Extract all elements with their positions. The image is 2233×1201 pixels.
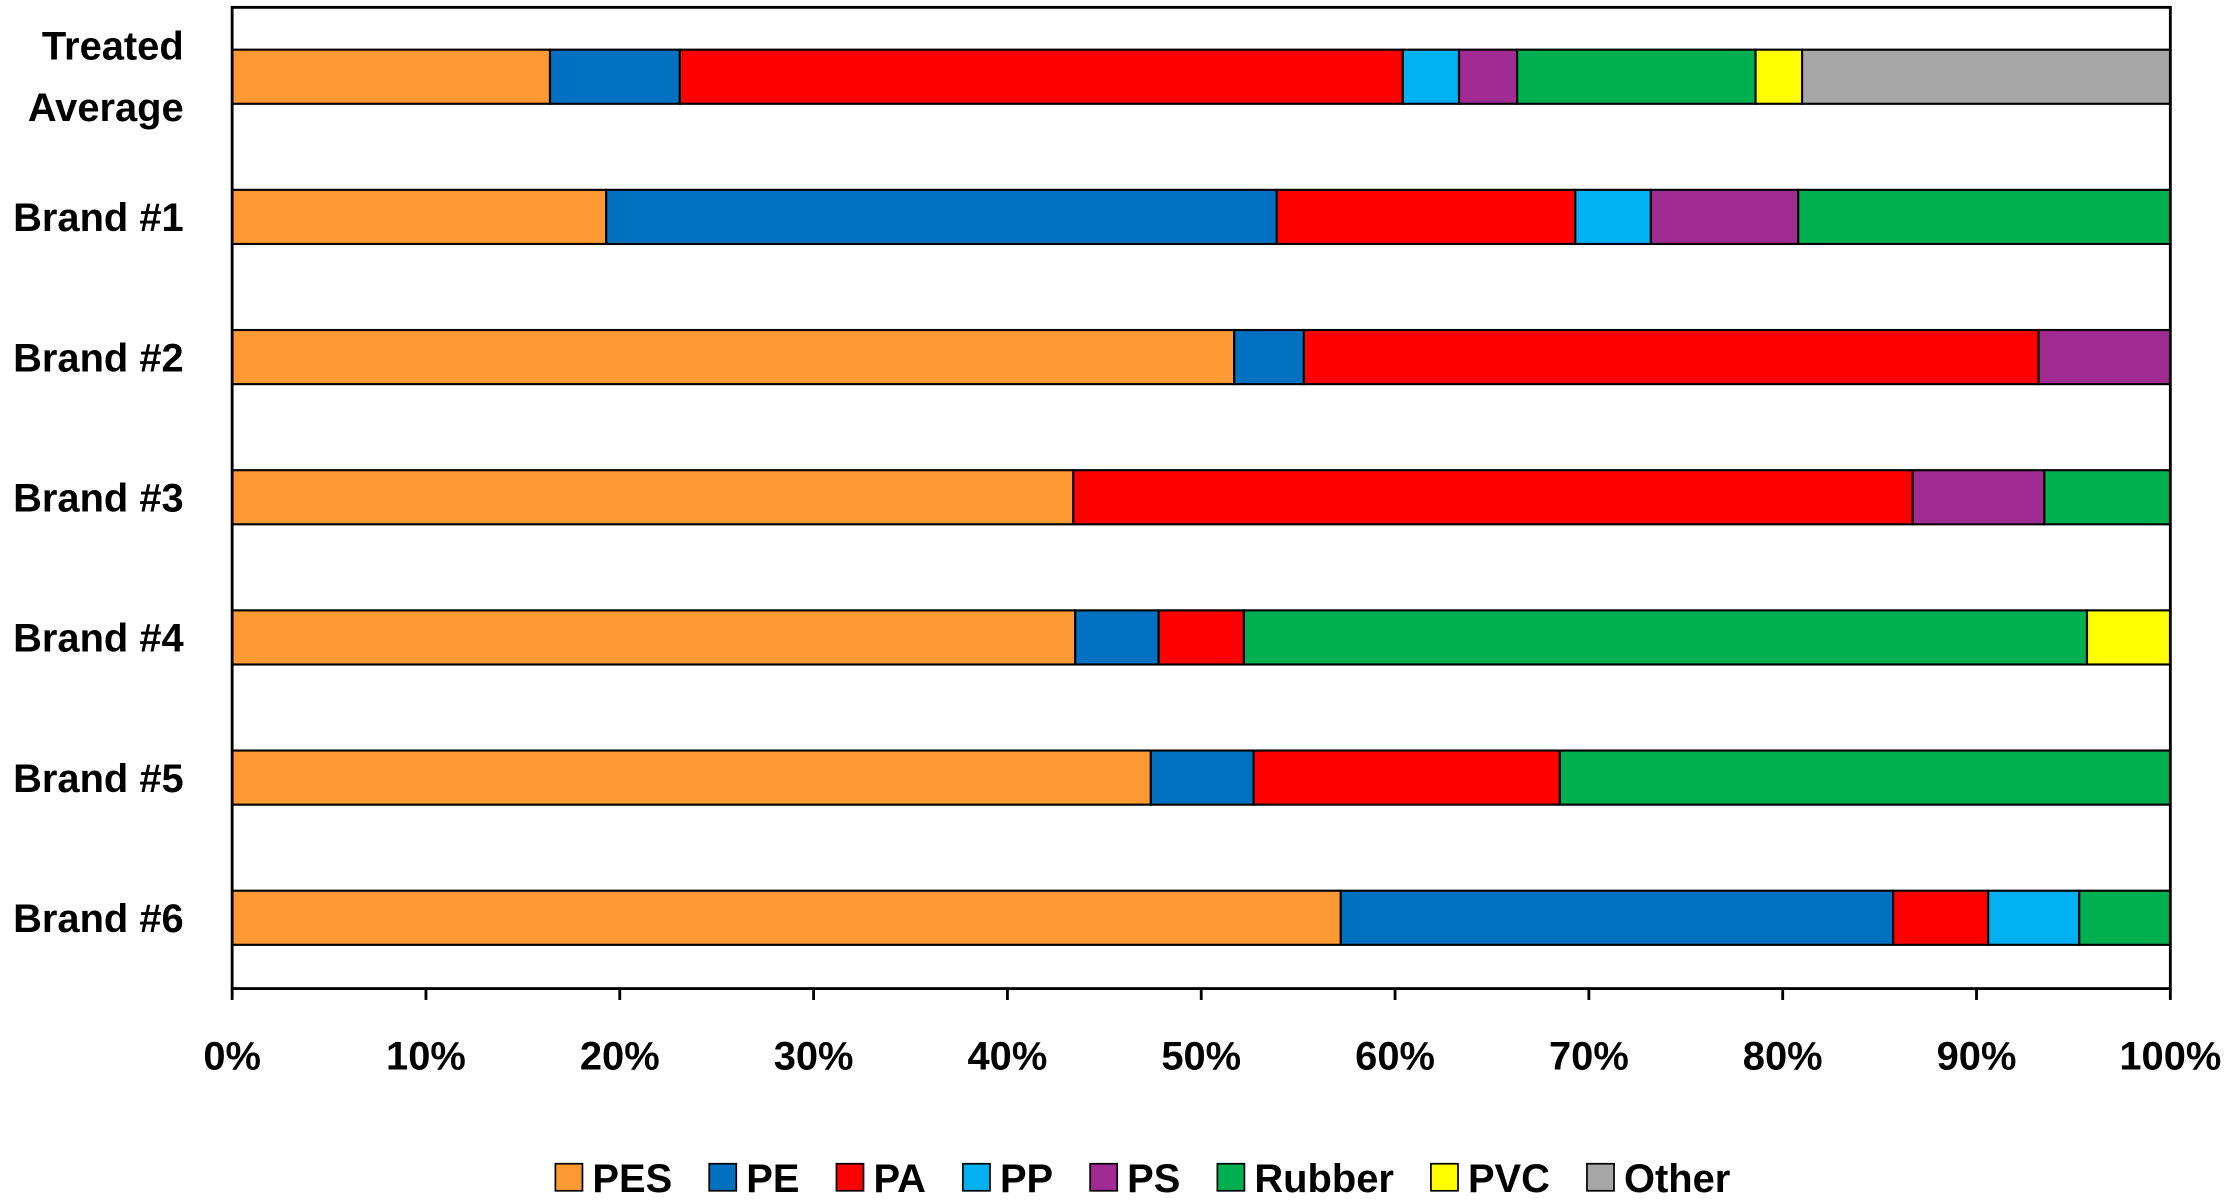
category-label-line: Treated [42, 25, 184, 69]
bar-segment-ps [2037, 328, 2172, 386]
bar-segment-pa [678, 48, 1404, 105]
legend-swatch-other [1586, 1162, 1615, 1192]
bar-segment-rubber [2043, 469, 2172, 526]
bar-segment-pa [1892, 889, 1990, 946]
legend: PES PE PA PP PS Rubber PVC Other [554, 1157, 1730, 1201]
bar-segment-pe [1233, 328, 1306, 386]
bar-segment-pes [231, 48, 552, 105]
bar-segment-pvc [2085, 609, 2172, 666]
bar-segment-pe [548, 48, 681, 105]
legend-label-pa: PA [873, 1157, 925, 1201]
bar-segment-pe [1149, 749, 1255, 806]
category-label: Brand #2 [13, 336, 184, 380]
category-label: Brand #1 [13, 196, 184, 240]
legend-swatch-rubber [1216, 1162, 1246, 1192]
x-tick-label: 50% [1161, 1035, 1241, 1079]
legend-swatch-ps [1089, 1162, 1119, 1192]
category-label: Brand #5 [13, 757, 184, 801]
category-label: Treated Average [28, 25, 184, 130]
legend-label-pp: PP [1000, 1157, 1053, 1201]
bar-segment-pa [1072, 469, 1914, 526]
bar-segment-other [1801, 48, 2172, 105]
category-labels: Treated Average Brand #1 Brand #2 Brand #3 Br… [13, 25, 184, 941]
bar-segment-pes [231, 469, 1075, 526]
x-tick-labels: 0% 10% 20% 30% 40% 50% 60% 70% 80% 90% 100% [203, 1035, 2221, 1079]
x-tick-label: 80% [1743, 1035, 1823, 1079]
legend-label-other: Other [1624, 1157, 1730, 1201]
legend-swatch-pa [835, 1162, 865, 1192]
bar-segment-pp [1987, 889, 2081, 946]
bar-segment-pp [1574, 188, 1652, 246]
legend-swatch-pes [554, 1162, 584, 1192]
legend-swatch-pe [708, 1162, 738, 1192]
x-tick-label: 20% [580, 1035, 660, 1079]
bar-segment-pa [1275, 188, 1577, 246]
bar-segment-pes [231, 609, 1077, 666]
bar-segment-ps [1649, 188, 1800, 246]
bar-segment-pa [1302, 328, 2040, 386]
category-label-line: Average [28, 86, 184, 130]
legend-label-ps: PS [1127, 1157, 1180, 1201]
legend-label-rubber: Rubber [1254, 1157, 1394, 1201]
bar-segment-rubber [1558, 749, 2172, 806]
category-label: Brand #6 [13, 897, 184, 941]
bar-segment-pe [1074, 609, 1160, 666]
legend-label-pe: PE [746, 1157, 799, 1201]
bar-segment-ps [1911, 469, 2046, 526]
bar-segment-pes [231, 328, 1236, 386]
bar-segment-pa [1252, 749, 1561, 806]
bar-segment-pp [1401, 48, 1461, 105]
x-tick-label: 60% [1355, 1035, 1435, 1079]
x-tick-label: 100% [2119, 1035, 2221, 1079]
category-label: Brand #4 [13, 617, 184, 661]
category-label: Brand #3 [13, 476, 184, 520]
bar-segment-pes [231, 889, 1342, 946]
bar-segment-rubber [1516, 48, 1757, 105]
bar-segment-pes [231, 188, 608, 246]
x-tick-label: 0% [203, 1035, 261, 1079]
x-tick-label: 90% [1937, 1035, 2017, 1079]
bar-segment-pe [1339, 889, 1895, 946]
axes [230, 5, 2172, 1000]
legend-swatch-pvc [1430, 1162, 1459, 1192]
x-tick-label: 70% [1549, 1035, 1629, 1079]
bars [231, 48, 2172, 946]
bar-segment-ps [1457, 48, 1519, 105]
bar-segment-rubber [2078, 889, 2172, 946]
bar-segment-pvc [1754, 48, 1804, 105]
legend-label-pvc: PVC [1468, 1157, 1550, 1201]
x-tick-label: 40% [968, 1035, 1048, 1079]
x-tick-label: 30% [774, 1035, 854, 1079]
bar-segment-rubber [1242, 609, 2089, 666]
legend-label-pes: PES [592, 1157, 672, 1201]
x-tick-label: 10% [386, 1035, 466, 1079]
bar-segment-pes [231, 749, 1152, 806]
legend-swatch-pp [962, 1162, 991, 1192]
bar-segment-pa [1157, 609, 1245, 666]
bar-segment-pe [605, 188, 1278, 246]
bar-segment-rubber [1797, 188, 2172, 246]
